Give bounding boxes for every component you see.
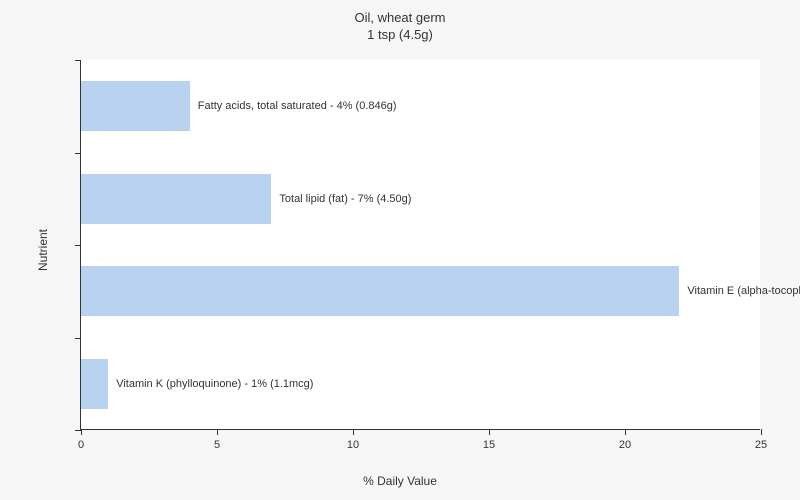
title-line2: 1 tsp (4.5g) <box>0 27 800 44</box>
bar <box>81 359 108 409</box>
y-tick <box>75 430 81 431</box>
x-tick-label: 25 <box>755 439 767 451</box>
bar-label: Fatty acids, total saturated - 4% (0.846… <box>198 100 397 112</box>
x-tick-label: 0 <box>78 439 84 451</box>
y-tick <box>75 338 81 339</box>
title-line1: Oil, wheat germ <box>0 10 800 27</box>
chart-title: Oil, wheat germ 1 tsp (4.5g) <box>0 10 800 44</box>
chart-container: Oil, wheat germ 1 tsp (4.5g) Nutrient 05… <box>0 0 800 500</box>
bar <box>81 266 679 316</box>
x-tick-label: 5 <box>214 439 220 451</box>
bar-label: Total lipid (fat) - 7% (4.50g) <box>279 193 411 205</box>
x-tick <box>489 429 490 435</box>
x-tick <box>353 429 354 435</box>
x-tick-label: 15 <box>483 439 495 451</box>
bar-label: Vitamin E (alpha-tocopherol) - 22% (6.72… <box>687 285 800 297</box>
y-tick <box>75 245 81 246</box>
x-axis-label: % Daily Value <box>0 474 800 488</box>
y-tick <box>75 153 81 154</box>
plot-area: 0510152025Fatty acids, total saturated -… <box>80 60 760 430</box>
y-axis-label: Nutrient <box>36 229 50 271</box>
x-tick-label: 10 <box>347 439 359 451</box>
bar <box>81 174 271 224</box>
x-tick-label: 20 <box>619 439 631 451</box>
bar-label: Vitamin K (phylloquinone) - 1% (1.1mcg) <box>116 378 313 390</box>
x-tick <box>217 429 218 435</box>
y-tick <box>75 60 81 61</box>
x-tick <box>81 429 82 435</box>
x-tick <box>625 429 626 435</box>
bar <box>81 81 190 131</box>
x-tick <box>761 429 762 435</box>
